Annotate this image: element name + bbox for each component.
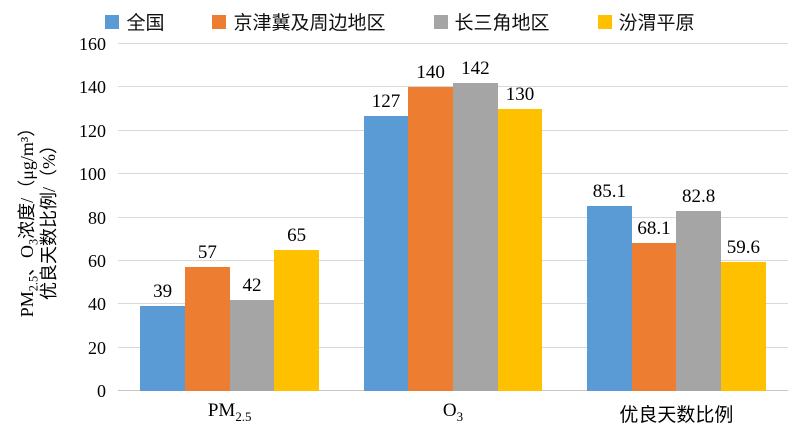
legend-item-series-4: 汾渭平原 — [597, 8, 695, 35]
data-label: 127 — [371, 90, 401, 112]
bar-series2-category3 — [631, 243, 677, 391]
y-axis-tick-labels: 0 20 40 60 80 100 120 140 160 — [0, 35, 106, 400]
legend-label: 长三角地区 — [454, 13, 550, 34]
plot-area: 39 57 42 65 127 140 142 130 85.1 68.1 82.8 59.6 — [118, 43, 788, 391]
legend-swatch-icon — [212, 14, 227, 29]
x-category-label: PM2.5 — [207, 400, 252, 424]
bar-series2-category2 — [408, 87, 453, 391]
x-axis-category-labels: PM2.5 O3 优良天数比例 — [118, 400, 788, 432]
chart-legend: 全国 京津冀及周边地区 长三角地区 汾渭平原 — [0, 8, 800, 35]
legend-label: 全国 — [126, 13, 165, 34]
bar-series3-category2 — [453, 83, 498, 391]
data-label: 82.8 — [682, 186, 716, 208]
legend-label: 京津冀及周边地区 — [233, 13, 386, 34]
data-label: 140 — [416, 62, 445, 84]
legend-item-series-2: 京津冀及周边地区 — [212, 8, 386, 35]
bar-series3-category1 — [229, 299, 275, 391]
y-tick-label: 60 — [88, 250, 106, 271]
bar-series1-category2 — [363, 115, 409, 391]
data-label: 59.6 — [726, 236, 760, 258]
bar-series4-category1 — [274, 250, 319, 391]
y-tick-label: 160 — [79, 34, 106, 54]
x-category-label: O3 — [442, 400, 464, 424]
data-label: 85.1 — [592, 181, 626, 203]
y-tick-label: 20 — [88, 337, 106, 358]
y-tick-label: 40 — [88, 294, 106, 315]
data-label: 130 — [505, 84, 535, 106]
bar-series4-category2 — [497, 109, 543, 391]
y-tick-label: 80 — [88, 207, 106, 228]
y-tick-label: 100 — [79, 164, 106, 185]
legend-item-series-3: 长三角地区 — [433, 8, 550, 35]
gridline — [118, 43, 788, 44]
bar-series1-category3 — [587, 206, 632, 391]
y-tick-label: 0 — [97, 381, 106, 401]
legend-swatch-icon — [105, 14, 120, 29]
data-label: 42 — [242, 274, 262, 296]
bar-series2-category1 — [185, 267, 230, 391]
legend-swatch-icon — [597, 14, 612, 29]
bar-series3-category3 — [676, 211, 721, 391]
bar-series1-category1 — [140, 306, 185, 391]
y-tick-label: 140 — [79, 77, 106, 98]
bar-series4-category3 — [721, 261, 766, 391]
legend-label: 汾渭平原 — [618, 13, 695, 34]
legend-item-series-1: 全国 — [105, 8, 164, 35]
data-label: 65 — [287, 225, 307, 247]
legend-swatch-icon — [433, 14, 448, 29]
x-category-label: 优良天数比例 — [619, 405, 734, 426]
data-label: 142 — [461, 58, 490, 80]
data-label: 39 — [153, 281, 173, 303]
y-tick-label: 120 — [79, 120, 106, 141]
data-label: 68.1 — [637, 218, 671, 240]
data-label: 57 — [197, 242, 217, 264]
